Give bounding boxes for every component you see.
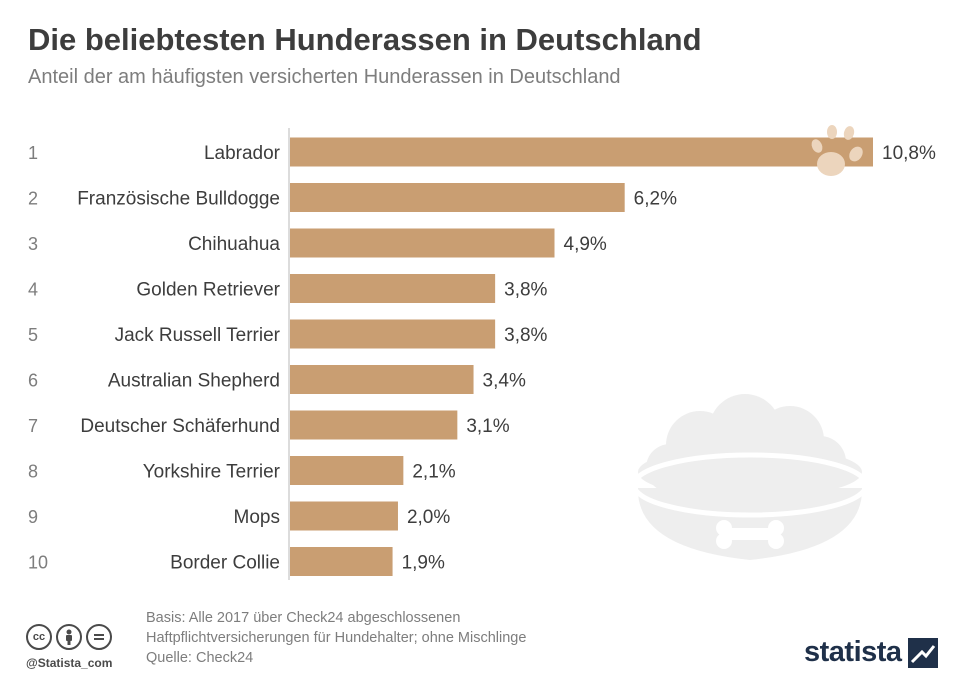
- value-label: 10,8%: [882, 143, 936, 164]
- category-label: Border Collie: [170, 553, 280, 574]
- bar: [290, 501, 398, 531]
- footer-note: Basis: Alle 2017 über Check24 abgeschlos…: [146, 608, 526, 668]
- bar: [290, 365, 474, 394]
- rank-label: 3: [28, 234, 38, 254]
- category-label: Chihuahua: [188, 234, 280, 255]
- by-icon: [56, 624, 82, 650]
- nd-icon: [86, 624, 112, 650]
- bar: [290, 274, 496, 303]
- twitter-handle[interactable]: @Statista_com: [26, 656, 113, 670]
- value-label: 2,1%: [412, 462, 455, 483]
- bar: [290, 228, 555, 258]
- statista-logo[interactable]: statista: [804, 636, 938, 669]
- value-label: 2,0%: [407, 507, 450, 528]
- value-label: 1,9%: [402, 553, 445, 574]
- rank-label: 10: [28, 553, 48, 573]
- category-label: Labrador: [204, 143, 281, 164]
- category-label: Australian Shepherd: [108, 371, 280, 392]
- rank-label: 9: [28, 507, 38, 527]
- paw-print-icon: [811, 125, 863, 176]
- bone-icon: [716, 520, 784, 549]
- chart-title: Die beliebtesten Hunderassen in Deutschl…: [28, 22, 702, 57]
- value-label: 4,9%: [564, 234, 607, 255]
- bar: [290, 137, 873, 167]
- value-label: 3,1%: [466, 416, 509, 437]
- bar: [290, 410, 458, 440]
- value-label: 3,4%: [483, 371, 526, 392]
- value-label: 6,2%: [634, 189, 677, 210]
- bar: [290, 319, 496, 349]
- category-label: Yorkshire Terrier: [143, 462, 281, 483]
- value-label: 3,8%: [504, 325, 547, 346]
- bar: [290, 183, 625, 212]
- value-label: 3,8%: [504, 280, 547, 301]
- source-line: Quelle: Check24: [146, 650, 254, 666]
- bar: [290, 456, 404, 485]
- rank-label: 8: [28, 462, 38, 482]
- rank-label: 4: [28, 280, 38, 300]
- rank-label: 1: [28, 143, 38, 163]
- basis-line-2: Haftpflichtversicherungen für Hundehalte…: [146, 630, 527, 646]
- category-label: Deutscher Schäferhund: [80, 416, 280, 437]
- statista-mark-icon: [907, 637, 938, 668]
- rank-label: 5: [28, 325, 38, 345]
- license-icons[interactable]: cc: [26, 624, 112, 650]
- basis-line-1: Basis: Alle 2017 über Check24 abgeschlos…: [146, 610, 461, 626]
- rank-label: 6: [28, 371, 38, 391]
- bar: [290, 547, 393, 576]
- cc-icon: cc: [26, 624, 52, 650]
- brand-name: statista: [804, 636, 902, 668]
- rank-label: 7: [28, 416, 38, 436]
- bar-chart: 1 Labrador 10,8% 2 Französische Bulldogge 6,2…: [28, 125, 936, 580]
- chart-subtitle: Anteil der am häufigsten versicherten Hu…: [28, 66, 621, 88]
- category-label: Jack Russell Terrier: [115, 325, 281, 346]
- category-label: Golden Retriever: [136, 280, 280, 301]
- dog-bowl-icon: [631, 394, 869, 560]
- category-label: Französische Bulldogge: [77, 189, 280, 210]
- category-label: Mops: [234, 507, 280, 528]
- rank-label: 2: [28, 189, 38, 209]
